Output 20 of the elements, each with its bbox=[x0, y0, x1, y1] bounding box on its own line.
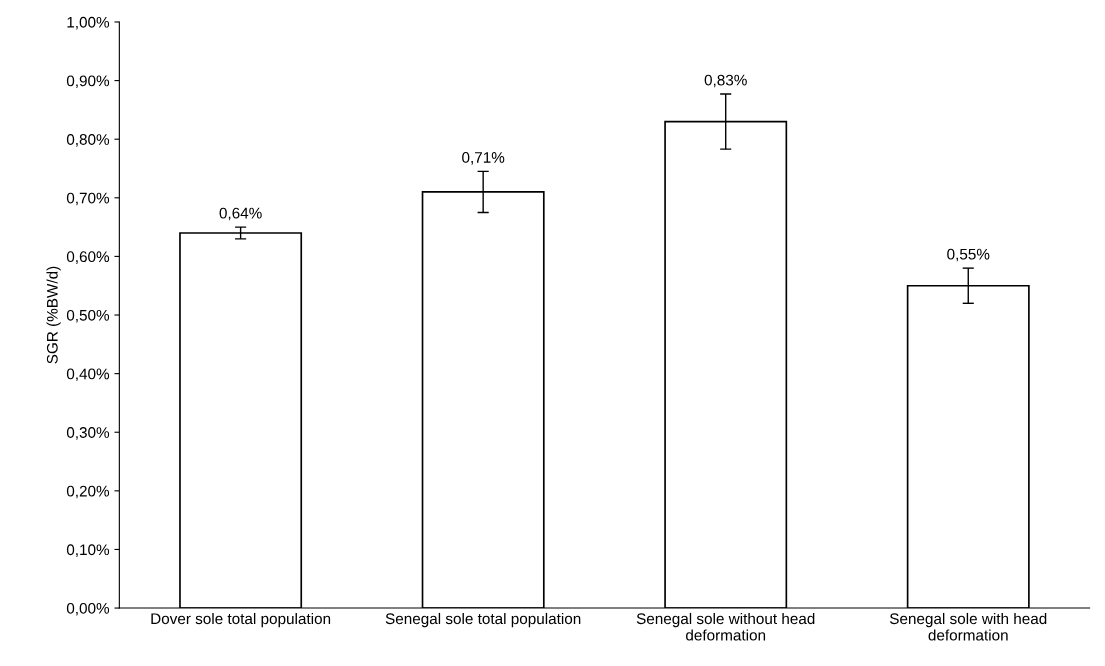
y-tick-label: 1,00% bbox=[67, 16, 110, 30]
y-tick-label: 0,50% bbox=[66, 309, 110, 323]
x-tick-label: Senegal sole with head deformation bbox=[889, 612, 1047, 641]
x-tick-label: Senegal sole without head deformation bbox=[636, 612, 815, 641]
y-tick-label: 0,20% bbox=[66, 485, 110, 499]
y-tick-label: 0,60% bbox=[66, 251, 110, 264]
x-tick-label: Dover sole total population bbox=[151, 612, 331, 628]
y-tick-label: 0,90% bbox=[66, 75, 110, 89]
y-tick-label: 0,70% bbox=[66, 192, 110, 206]
x-tick-label: Senegal sole total population bbox=[385, 612, 581, 628]
y-tick-label: 0,10% bbox=[66, 544, 110, 557]
y-tick-label: 0,30% bbox=[66, 427, 110, 440]
y-axis-title: SGR (%BW/d) bbox=[46, 266, 61, 364]
y-tick-label: 0,00% bbox=[66, 602, 110, 616]
data-label: 0,64% bbox=[219, 207, 262, 221]
data-label: 0,55% bbox=[947, 248, 990, 262]
data-label: 0,71% bbox=[462, 152, 505, 165]
data-label: 0,83% bbox=[704, 74, 747, 88]
y-tick-label: 0,80% bbox=[66, 134, 110, 147]
y-tick-label: 0,40% bbox=[66, 368, 110, 382]
